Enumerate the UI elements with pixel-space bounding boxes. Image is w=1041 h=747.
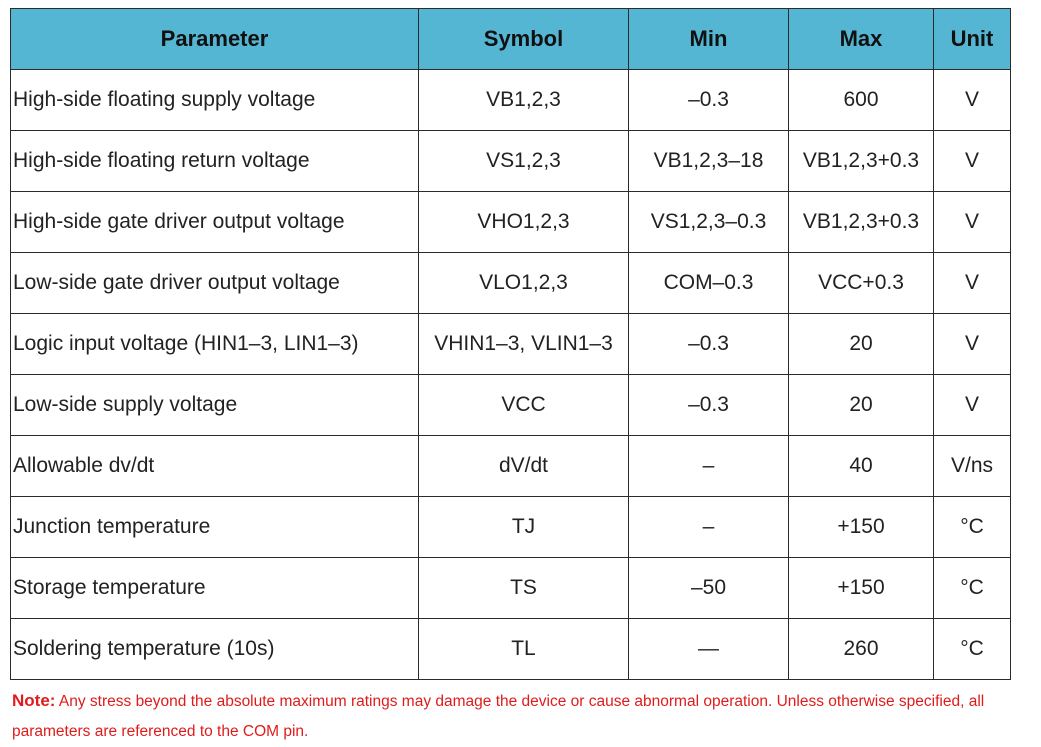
cell-max: 20 (788, 313, 934, 375)
cell-symbol: VHO1,2,3 (418, 191, 629, 253)
header-min: Min (628, 8, 789, 70)
cell-parameter: Storage temperature (10, 557, 419, 619)
cell-min: – (628, 435, 789, 497)
table-header-row: Parameter Symbol Min Max Unit (10, 8, 1011, 70)
header-symbol: Symbol (418, 8, 629, 70)
cell-min: VB1,2,3–18 (628, 130, 789, 192)
cell-parameter: High-side gate driver output voltage (10, 191, 419, 253)
cell-max: +150 (788, 557, 934, 619)
cell-min: –50 (628, 557, 789, 619)
header-parameter: Parameter (10, 8, 419, 70)
cell-unit: °C (933, 557, 1011, 619)
cell-unit: V (933, 130, 1011, 192)
cell-symbol: TJ (418, 496, 629, 558)
cell-parameter: High-side floating return voltage (10, 130, 419, 192)
table-row: Soldering temperature (10s) TL —260 °C (10, 618, 1011, 680)
note-text: Any stress beyond the absolute maximum r… (12, 693, 985, 740)
cell-parameter: Low-side gate driver output voltage (10, 252, 419, 314)
cell-max: 40 (788, 435, 934, 497)
header-max: Max (788, 8, 934, 70)
table-body: High-side floating supply voltage VB1,2,3… (10, 69, 1011, 680)
cell-symbol: VLO1,2,3 (418, 252, 629, 314)
cell-unit: °C (933, 618, 1011, 680)
header-unit: Unit (933, 8, 1011, 70)
table-row: High-side gate driver output voltage VHO1… (10, 191, 1011, 253)
cell-max: VB1,2,3+0.3 (788, 130, 934, 192)
table-row: Storage temperature TS –50 +150 °C (10, 557, 1011, 619)
cell-min: — (628, 618, 789, 680)
cell-symbol: VB1,2,3 (418, 69, 629, 131)
table-row: Logic input voltage (HIN1–3, LIN1–3) VHIN… (10, 313, 1011, 375)
note-paragraph: Note: Any stress beyond the absolute max… (12, 686, 1037, 747)
cell-unit: V (933, 313, 1011, 375)
cell-symbol: VCC (418, 374, 629, 436)
cell-max: VCC+0.3 (788, 252, 934, 314)
cell-parameter: Allowable dv/dt (10, 435, 419, 497)
cell-symbol: TS (418, 557, 629, 619)
cell-min: –0.3 (628, 69, 789, 131)
table-row: Junction temperature TJ – +150 °C (10, 496, 1011, 558)
cell-max: +150 (788, 496, 934, 558)
note-label: Note: (12, 691, 56, 710)
cell-min: –0.3 (628, 374, 789, 436)
table-row: Low-side supply voltage VCC –0.3 20 V (10, 374, 1011, 436)
absolute-maximum-ratings-table: Parameter Symbol Min Max Unit High-side … (10, 8, 1011, 680)
cell-unit: V (933, 252, 1011, 314)
table-row: High-side floating supply voltage VB1,2,3… (10, 69, 1011, 131)
cell-unit: V (933, 191, 1011, 253)
cell-unit: V (933, 69, 1011, 131)
cell-symbol: TL (418, 618, 629, 680)
cell-symbol: VS1,2,3 (418, 130, 629, 192)
table-row: Low-side gate driver output voltage VLO1,… (10, 252, 1011, 314)
cell-min: VS1,2,3–0.3 (628, 191, 789, 253)
cell-parameter: Junction temperature (10, 496, 419, 558)
cell-parameter: Soldering temperature (10s) (10, 618, 419, 680)
cell-min: –0.3 (628, 313, 789, 375)
cell-symbol: dV/dt (418, 435, 629, 497)
cell-parameter: Logic input voltage (HIN1–3, LIN1–3) (10, 313, 419, 375)
table-row: High-side floating return voltage VS1,2,3… (10, 130, 1011, 192)
cell-unit: °C (933, 496, 1011, 558)
cell-max: VB1,2,3+0.3 (788, 191, 934, 253)
cell-max: 260 (788, 618, 934, 680)
cell-symbol: VHIN1–3, VLIN1–3 (418, 313, 629, 375)
cell-unit: V (933, 374, 1011, 436)
cell-parameter: High-side floating supply voltage (10, 69, 419, 131)
cell-min: COM–0.3 (628, 252, 789, 314)
table-row: Allowable dv/dt dV/dt –40 V/ns (10, 435, 1011, 497)
cell-parameter: Low-side supply voltage (10, 374, 419, 436)
cell-unit: V/ns (933, 435, 1011, 497)
cell-max: 20 (788, 374, 934, 436)
cell-min: – (628, 496, 789, 558)
cell-max: 600 (788, 69, 934, 131)
